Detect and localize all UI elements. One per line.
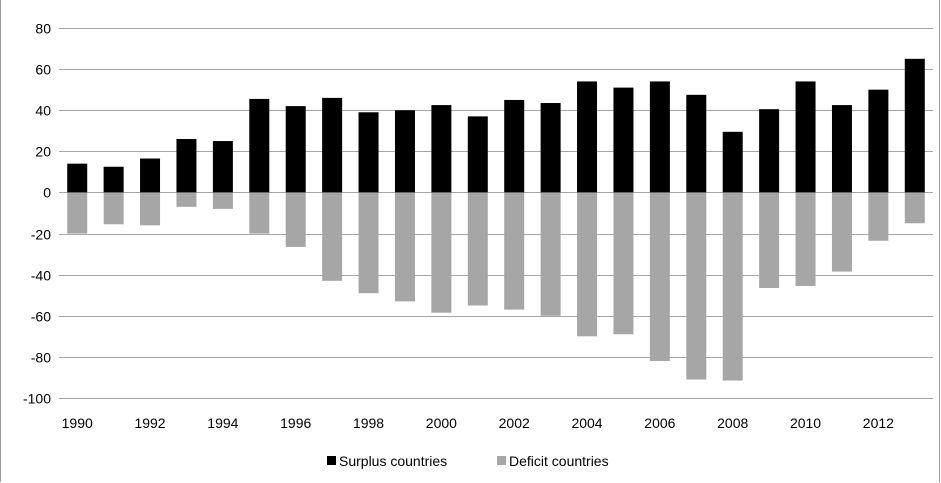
deficit-bar-2009	[759, 192, 780, 289]
surplus-bar-1990	[67, 163, 88, 193]
surplus-bar-2005	[613, 87, 634, 193]
surplus-bar-2000	[431, 105, 452, 193]
surplus-bar-2008	[722, 131, 743, 193]
surplus-bar-1992	[140, 158, 161, 193]
deficit-bar-1995	[249, 192, 270, 234]
surplus-bar-2003	[540, 103, 561, 193]
y-tick-label: 40	[35, 103, 51, 119]
surplus-bar-1991	[103, 166, 124, 193]
surplus-bar-2011	[831, 105, 852, 193]
deficit-bar-2000	[431, 192, 452, 313]
x-tick-label: 2006	[644, 415, 675, 431]
x-tick-label: 2010	[790, 415, 821, 431]
x-tick-label: 1998	[353, 415, 384, 431]
surplus-bar-1996	[285, 106, 306, 193]
x-tick-label: 2004	[571, 415, 602, 431]
surplus-bar-1998	[358, 112, 379, 193]
surplus-bar-1994	[212, 141, 233, 193]
y-tick-label: -80	[31, 350, 51, 366]
y-tick-label: 80	[35, 21, 51, 37]
legend-label-deficit: Deficit countries	[509, 453, 609, 469]
legend: Surplus countries Deficit countries	[327, 453, 609, 469]
surplus-bar-2012	[868, 89, 889, 193]
surplus-bar-2007	[686, 94, 707, 193]
surplus-bar-1995	[249, 98, 270, 193]
surplus-bar-2001	[467, 116, 488, 193]
surplus-bar-2013	[904, 58, 925, 193]
deficit-bar-2012	[868, 192, 889, 241]
x-axis-ticks: 1990 1992 1994 1996 1998 2000 2002 2004 2006 2008…	[62, 415, 895, 431]
surplus-bar-2010	[795, 81, 816, 193]
surplus-bar-2006	[649, 81, 670, 193]
surplus-bar-2002	[504, 99, 525, 193]
y-tick-label: -20	[31, 227, 51, 243]
deficit-bar-1991	[103, 192, 124, 225]
deficit-bar-2007	[686, 192, 707, 380]
deficit-bar-2008	[722, 192, 743, 381]
y-tick-label: 0	[43, 185, 51, 201]
y-tick-label: -100	[23, 391, 51, 407]
surplus-bar-2009	[759, 109, 780, 193]
deficit-bar-2006	[649, 192, 670, 361]
deficit-bar-2013	[904, 192, 925, 224]
deficit-bar-2010	[795, 192, 816, 286]
x-tick-label: 2008	[717, 415, 748, 431]
deficit-bar-1992	[140, 192, 161, 226]
deficit-bar-2004	[577, 192, 598, 337]
surplus-bar-1993	[176, 139, 197, 193]
deficit-bar-1997	[322, 192, 343, 281]
legend-swatch-surplus	[327, 456, 336, 465]
deficit-bar-2001	[467, 192, 488, 306]
deficit-bar-1999	[394, 192, 415, 302]
legend-swatch-deficit	[497, 456, 506, 465]
y-axis-ticks: -100 -80 -60 -40 -20 0 20 40 60 80	[23, 21, 51, 407]
bars	[67, 58, 925, 381]
deficit-bar-1996	[285, 192, 306, 247]
y-tick-label: -40	[31, 268, 51, 284]
surplus-bar-1999	[394, 110, 415, 193]
deficit-bar-1998	[358, 192, 379, 294]
y-tick-label: 20	[35, 144, 51, 160]
x-tick-label: 1992	[134, 415, 165, 431]
x-tick-label: 2012	[863, 415, 894, 431]
deficit-bar-2011	[831, 192, 852, 272]
surplus-bar-2004	[577, 81, 598, 193]
deficit-bar-2003	[540, 192, 561, 316]
deficit-bar-2002	[504, 192, 525, 310]
gridlines	[59, 28, 933, 399]
deficit-bar-1994	[212, 192, 233, 209]
x-tick-label: 2000	[426, 415, 457, 431]
x-tick-label: 1996	[280, 415, 311, 431]
y-tick-label: 60	[35, 62, 51, 78]
x-tick-label: 1990	[62, 415, 93, 431]
legend-label-surplus: Surplus countries	[339, 453, 447, 469]
y-tick-label: -60	[31, 309, 51, 325]
x-tick-label: 1994	[207, 415, 238, 431]
deficit-bar-2005	[613, 192, 634, 335]
deficit-bar-1993	[176, 192, 197, 207]
deficit-bar-1990	[67, 192, 88, 234]
surplus-bar-1997	[322, 97, 343, 193]
x-tick-label: 2002	[499, 415, 530, 431]
